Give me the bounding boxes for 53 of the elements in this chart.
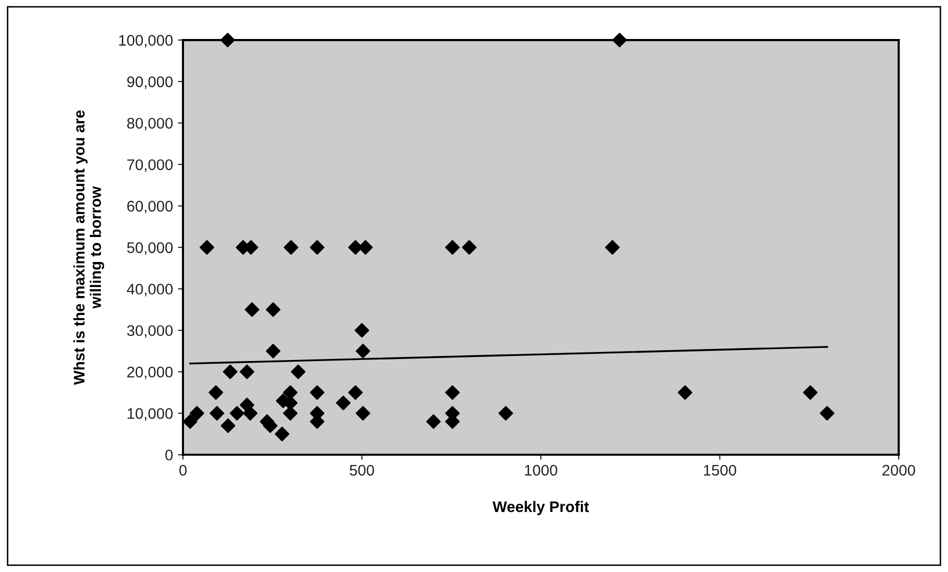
x-tick-label: 1000 bbox=[525, 464, 558, 476]
point bbox=[200, 240, 214, 255]
x-axis-title: Weekly Profit bbox=[492, 500, 589, 516]
point bbox=[426, 414, 441, 429]
y-tick-label: 0 bbox=[165, 450, 173, 460]
point bbox=[445, 385, 460, 400]
y-tick-label: 80,000 bbox=[127, 118, 173, 130]
point bbox=[210, 406, 224, 421]
point bbox=[266, 344, 280, 358]
x-tick-label: 1500 bbox=[704, 464, 736, 476]
point bbox=[605, 240, 620, 255]
y-tick-label: 10,000 bbox=[128, 408, 173, 421]
y-tick-label: 70,000 bbox=[127, 159, 173, 172]
point bbox=[356, 406, 370, 421]
point bbox=[310, 240, 324, 255]
point bbox=[284, 240, 298, 255]
point bbox=[222, 364, 238, 380]
point bbox=[182, 414, 198, 429]
x-tick-label: 500 bbox=[350, 464, 374, 476]
point bbox=[290, 364, 306, 380]
point bbox=[803, 385, 818, 400]
y-tick-label: 100,000 bbox=[119, 34, 173, 48]
point bbox=[190, 406, 204, 421]
x-tick-label: 0 bbox=[179, 464, 187, 476]
point bbox=[354, 323, 370, 338]
point bbox=[240, 364, 254, 380]
point bbox=[230, 406, 244, 421]
y-tick-label: 20,000 bbox=[127, 366, 173, 380]
x-tick-label: 2000 bbox=[882, 464, 916, 476]
point bbox=[283, 385, 298, 400]
y-tick-label: 50,000 bbox=[127, 242, 173, 255]
point bbox=[678, 385, 692, 400]
point bbox=[266, 302, 280, 317]
point bbox=[462, 240, 477, 255]
point bbox=[820, 406, 834, 421]
y-axis-title: Whst is the maximum amount you are willing to borrow bbox=[73, 110, 104, 385]
point bbox=[445, 240, 460, 255]
point bbox=[274, 426, 290, 442]
point bbox=[498, 406, 514, 421]
y-tick-label: 90,000 bbox=[127, 76, 173, 89]
point bbox=[208, 385, 224, 400]
point bbox=[242, 406, 258, 421]
y-tick-label: 60,000 bbox=[127, 200, 173, 214]
y-tick-label: 40,000 bbox=[126, 284, 173, 296]
point bbox=[612, 32, 627, 48]
point bbox=[220, 418, 236, 433]
point bbox=[310, 385, 324, 400]
y-tick-label: 30,000 bbox=[127, 325, 173, 338]
point bbox=[220, 32, 235, 48]
point bbox=[244, 302, 260, 317]
point bbox=[356, 344, 370, 358]
point bbox=[336, 396, 351, 410]
point bbox=[348, 385, 363, 400]
